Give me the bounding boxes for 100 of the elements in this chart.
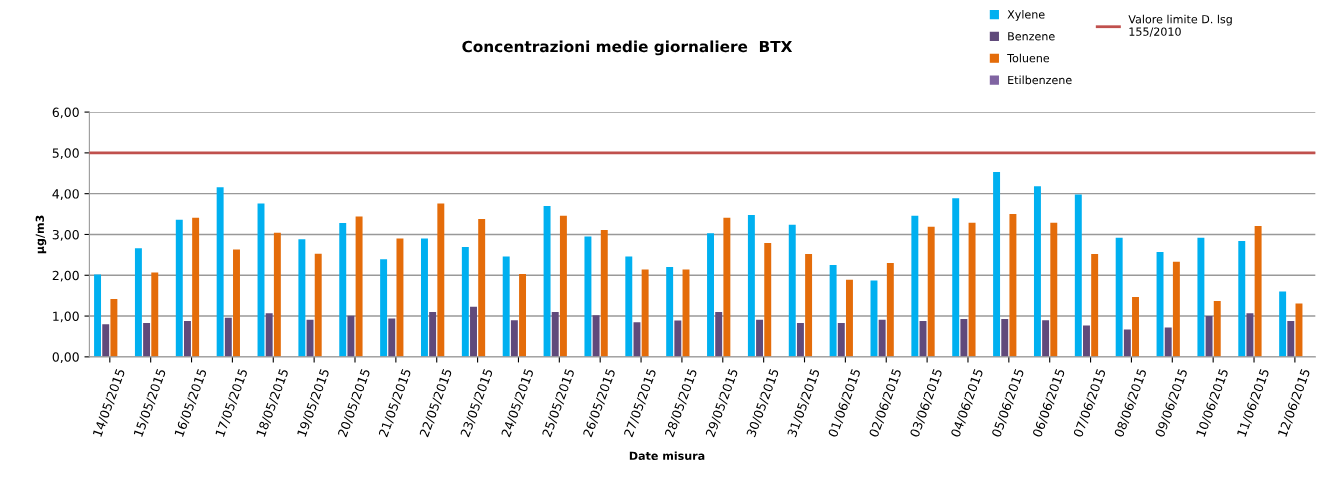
bar <box>1009 214 1017 357</box>
bar <box>1254 225 1262 357</box>
bar <box>216 187 224 357</box>
bar <box>641 269 649 357</box>
bar <box>1132 296 1139 357</box>
bar <box>805 254 813 357</box>
bar <box>707 233 714 357</box>
x-axis-title: Date misura <box>629 451 705 460</box>
bar <box>110 298 118 357</box>
bar <box>355 216 363 357</box>
legend-label: Valore limite D. lsg 155/2010 <box>1128 14 1232 37</box>
bar <box>273 232 281 357</box>
legend-label: Benzene <box>1008 32 1055 41</box>
bar <box>1074 194 1082 357</box>
legend-label: Xylene <box>1007 10 1045 21</box>
bar <box>927 226 935 357</box>
chart-title: Concentrazioni medie giornaliere BTX <box>462 40 793 56</box>
bar <box>715 311 723 357</box>
legend-label: Etilbenzene <box>1008 75 1072 85</box>
bar <box>674 320 682 357</box>
bar <box>314 253 322 357</box>
bar <box>1033 186 1041 357</box>
bar <box>551 311 559 357</box>
bar <box>1123 329 1131 357</box>
bar <box>1156 252 1164 357</box>
bar <box>1287 320 1295 357</box>
bar <box>429 311 437 357</box>
bar <box>1164 327 1172 357</box>
bar <box>94 274 102 357</box>
bar <box>723 217 731 357</box>
bar <box>952 198 960 357</box>
bar <box>502 256 510 357</box>
bar <box>175 219 183 357</box>
bar <box>233 249 240 357</box>
bar <box>134 248 142 357</box>
bar <box>1279 291 1287 357</box>
bar <box>633 322 641 357</box>
bar <box>666 267 674 357</box>
bar <box>102 324 110 357</box>
bar <box>584 236 592 357</box>
bar <box>437 203 445 357</box>
bar <box>788 224 796 357</box>
bar <box>461 247 469 357</box>
bar <box>625 256 633 357</box>
bar <box>1115 237 1123 357</box>
bar <box>192 217 200 357</box>
y-tick-label: 3,00 <box>52 229 79 241</box>
bar <box>478 218 486 357</box>
bar <box>183 320 191 357</box>
bar <box>1246 313 1254 357</box>
bar <box>796 323 804 357</box>
bar <box>845 279 853 357</box>
bar <box>1001 318 1009 357</box>
bar <box>993 172 1001 357</box>
bar <box>1205 316 1213 357</box>
legend-label: Toluene <box>1007 53 1050 63</box>
bar <box>388 318 396 357</box>
bar <box>470 306 477 357</box>
y-tick-label: 2,00 <box>52 270 79 282</box>
bar <box>306 319 314 357</box>
bar <box>764 243 772 357</box>
bar <box>298 239 306 357</box>
bar <box>747 214 755 357</box>
bar <box>1091 254 1099 357</box>
bar <box>1197 237 1205 357</box>
bar <box>339 223 347 357</box>
bar <box>968 222 976 357</box>
bar <box>559 215 567 357</box>
y-tick-label: 4,00 <box>52 189 79 200</box>
bar <box>380 259 388 357</box>
bar <box>886 263 894 357</box>
bar <box>829 265 837 357</box>
bar <box>151 272 159 357</box>
bar <box>519 274 527 357</box>
bar <box>543 205 551 357</box>
bar <box>878 319 886 357</box>
bar <box>1172 261 1180 357</box>
y-tick-label: 6,00 <box>52 107 79 119</box>
bar <box>592 315 600 357</box>
bar <box>396 238 404 357</box>
bar <box>224 317 232 357</box>
bar <box>347 315 355 357</box>
bar <box>421 238 428 357</box>
bar <box>1083 325 1090 357</box>
y-tick-label: 0,00 <box>52 352 79 364</box>
y-axis-title: µg/m3 <box>35 215 47 254</box>
bar <box>911 215 919 357</box>
bar <box>1213 300 1221 357</box>
bar <box>265 313 273 357</box>
bar <box>1042 320 1050 357</box>
bar <box>960 318 968 357</box>
bar <box>143 323 151 357</box>
bar <box>837 323 845 357</box>
y-tick-label: 5,00 <box>52 148 79 160</box>
bar <box>1050 222 1058 357</box>
bar <box>756 319 764 357</box>
y-tick-label: 1,00 <box>53 311 79 323</box>
bar <box>510 320 518 357</box>
bar <box>600 229 608 357</box>
bar <box>1238 241 1246 357</box>
